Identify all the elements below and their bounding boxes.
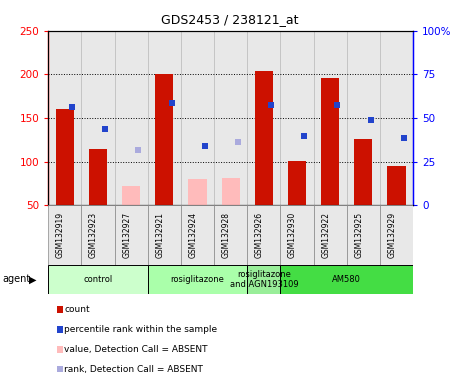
- Bar: [247, 265, 280, 294]
- Bar: [313, 205, 347, 265]
- Bar: [288, 161, 306, 205]
- Bar: [181, 31, 214, 205]
- Text: rank, Detection Call = ABSENT: rank, Detection Call = ABSENT: [64, 364, 203, 374]
- Text: GSM132926: GSM132926: [255, 212, 264, 258]
- Bar: [387, 166, 406, 205]
- Bar: [280, 31, 313, 205]
- Bar: [347, 31, 380, 205]
- Text: AM580: AM580: [332, 275, 361, 284]
- Bar: [255, 71, 273, 205]
- Text: value, Detection Call = ABSENT: value, Detection Call = ABSENT: [64, 344, 208, 354]
- Text: GSM132922: GSM132922: [321, 212, 330, 258]
- Bar: [347, 205, 380, 265]
- Bar: [148, 265, 247, 294]
- Bar: [188, 179, 207, 205]
- Text: GSM132928: GSM132928: [222, 212, 231, 258]
- Bar: [148, 31, 181, 205]
- Text: GSM132927: GSM132927: [122, 212, 131, 258]
- Text: GSM132921: GSM132921: [155, 212, 164, 258]
- Bar: [148, 205, 181, 265]
- Bar: [81, 31, 115, 205]
- Bar: [321, 78, 339, 205]
- Text: rosiglitazone
and AGN193109: rosiglitazone and AGN193109: [230, 270, 298, 289]
- Bar: [280, 205, 313, 265]
- Bar: [280, 265, 413, 294]
- Bar: [181, 205, 214, 265]
- Text: GDS2453 / 238121_at: GDS2453 / 238121_at: [161, 13, 298, 26]
- Bar: [247, 31, 280, 205]
- Text: count: count: [64, 305, 90, 314]
- Text: agent: agent: [2, 274, 31, 285]
- Bar: [380, 205, 413, 265]
- Bar: [380, 31, 413, 205]
- Bar: [122, 186, 140, 205]
- Text: control: control: [84, 275, 112, 284]
- Bar: [214, 31, 247, 205]
- Text: GSM132919: GSM132919: [56, 212, 65, 258]
- Bar: [89, 149, 107, 205]
- Bar: [313, 31, 347, 205]
- Bar: [155, 73, 174, 205]
- Bar: [48, 31, 81, 205]
- Bar: [115, 205, 148, 265]
- Bar: [115, 31, 148, 205]
- Bar: [48, 265, 148, 294]
- Text: GSM132923: GSM132923: [89, 212, 98, 258]
- Bar: [56, 109, 74, 205]
- Bar: [354, 139, 372, 205]
- Text: GSM132925: GSM132925: [354, 212, 364, 258]
- Text: percentile rank within the sample: percentile rank within the sample: [64, 324, 218, 334]
- Text: ▶: ▶: [29, 274, 36, 285]
- Bar: [247, 205, 280, 265]
- Bar: [222, 178, 240, 205]
- Bar: [48, 205, 81, 265]
- Text: GSM132930: GSM132930: [288, 212, 297, 258]
- Bar: [81, 205, 115, 265]
- Text: GSM132924: GSM132924: [189, 212, 197, 258]
- Bar: [214, 205, 247, 265]
- Text: GSM132929: GSM132929: [387, 212, 397, 258]
- Text: rosiglitazone: rosiglitazone: [171, 275, 224, 284]
